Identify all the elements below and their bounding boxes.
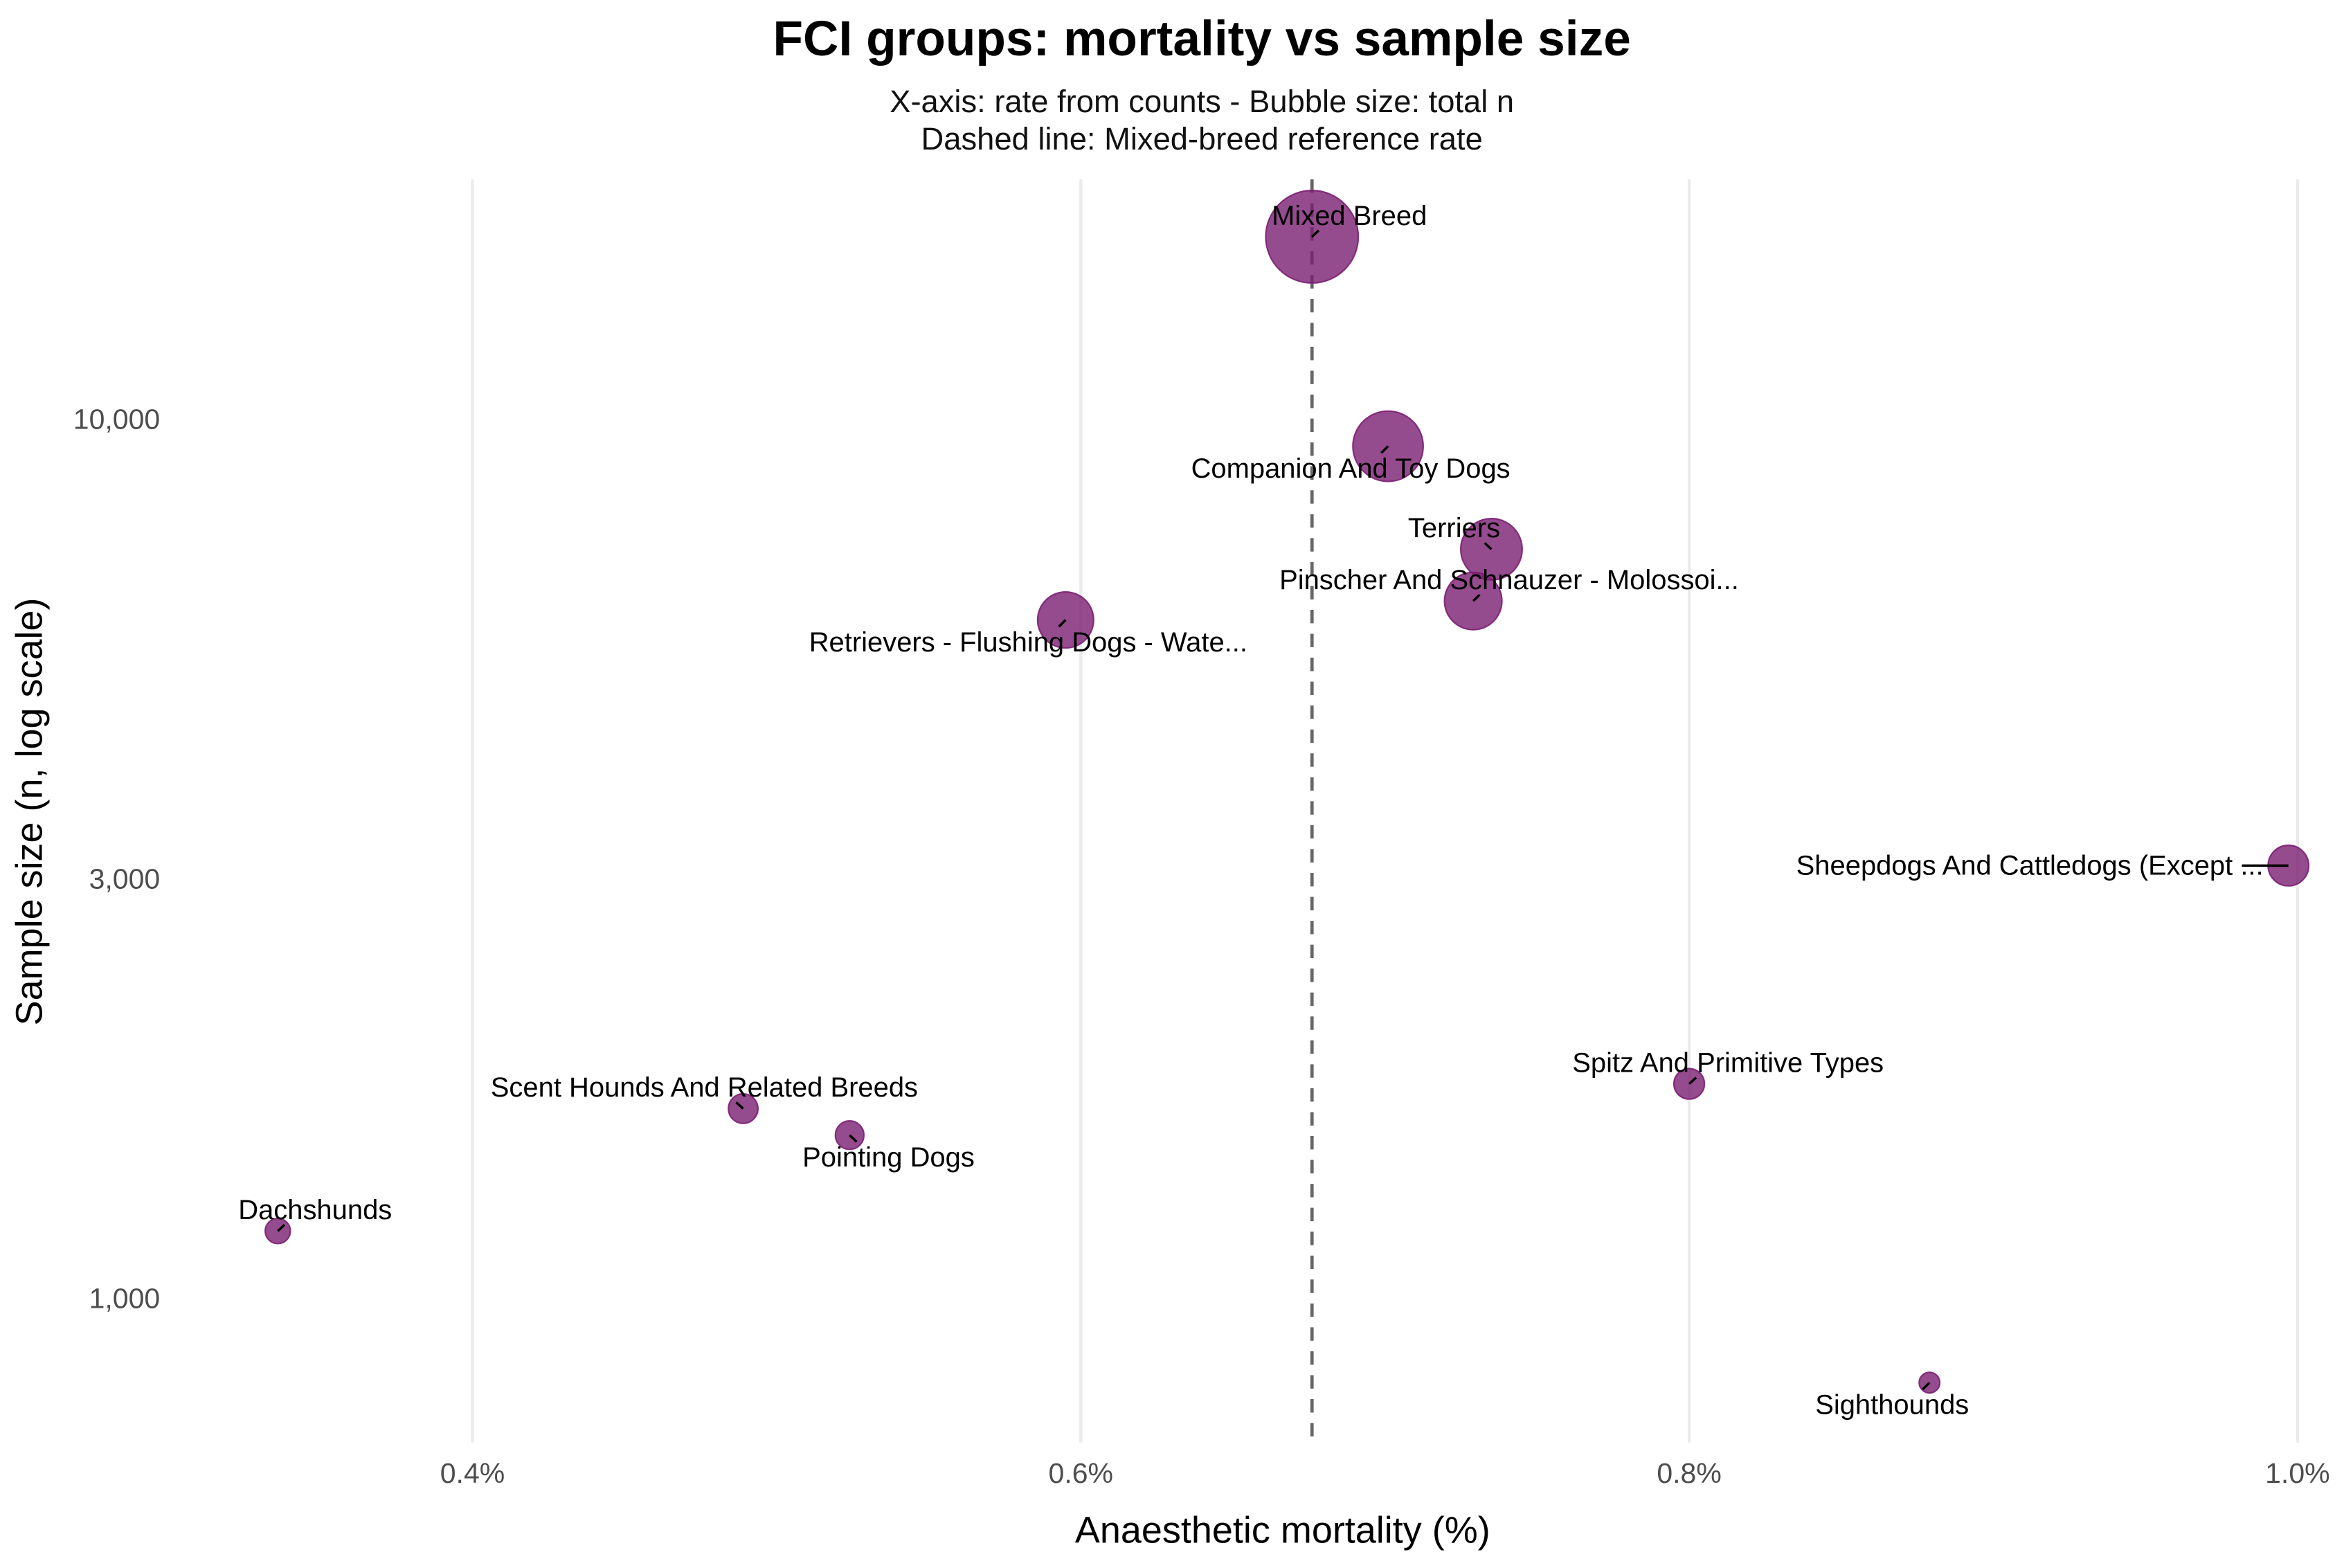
- point-label: Sighthounds: [1815, 1390, 1969, 1421]
- point-labels: Mixed Breed Companion And Toy Dogs Terrier…: [238, 201, 2289, 1421]
- point-label: Spitz And Primitive Types: [1572, 1047, 1884, 1078]
- y-axis-ticks: 1,000 3,000 10,000: [73, 404, 160, 1315]
- label-leader-line: [735, 1101, 744, 1110]
- gridlines: [471, 179, 2300, 1443]
- label-leader-line: [1380, 445, 1389, 454]
- y-tick-label: 10,000: [73, 404, 160, 435]
- x-tick-label: 1.0%: [2265, 1457, 2330, 1489]
- label-leader-line: [1688, 1076, 1697, 1085]
- label-leader-line: [1922, 1382, 1931, 1391]
- point-label: Pointing Dogs: [802, 1142, 975, 1173]
- label-leader-line: [1311, 229, 1320, 238]
- x-tick-label: 0.6%: [1049, 1457, 1114, 1489]
- point-label: Terriers: [1408, 513, 1500, 543]
- x-axis-ticks: 0.4% 0.6% 0.8% 1.0%: [440, 1457, 2330, 1489]
- label-leader-line: [849, 1134, 858, 1143]
- point-label: Mixed Breed: [1272, 201, 1427, 231]
- y-axis-title: Sample size (n, log scale): [9, 597, 51, 1025]
- point-label: Scent Hounds And Related Breeds: [491, 1072, 918, 1103]
- point-label: Sheepdogs And Cattledogs (Except ...: [1796, 850, 2264, 881]
- bubbles: [264, 190, 2310, 1394]
- point-label: Pinscher And Schnauzer - Molossoi...: [1279, 565, 1739, 595]
- x-tick-label: 0.8%: [1657, 1457, 1722, 1489]
- point-label: Companion And Toy Dogs: [1191, 453, 1511, 484]
- chart-subtitle-line-1: X-axis: rate from counts - Bubble size: …: [890, 84, 1514, 119]
- bubble: [1265, 190, 1360, 284]
- chart-title: FCI groups: mortality vs sample size: [773, 11, 1631, 66]
- label-leader-line: [1484, 542, 1493, 550]
- label-leader-line: [1058, 619, 1067, 628]
- y-tick-label: 3,000: [89, 863, 161, 895]
- label-leader-line: [277, 1223, 286, 1232]
- point-label: Dachshunds: [238, 1195, 392, 1225]
- x-tick-label: 0.4%: [440, 1457, 505, 1489]
- y-tick-label: 1,000: [89, 1282, 161, 1314]
- point-label: Retrievers - Flushing Dogs - Wate...: [809, 627, 1247, 658]
- chart-subtitle-line-2: Dashed line: Mixed-breed reference rate: [921, 121, 1483, 156]
- label-leader-line: [1472, 593, 1481, 602]
- x-axis-title: Anaesthetic mortality (%): [1075, 1509, 1490, 1551]
